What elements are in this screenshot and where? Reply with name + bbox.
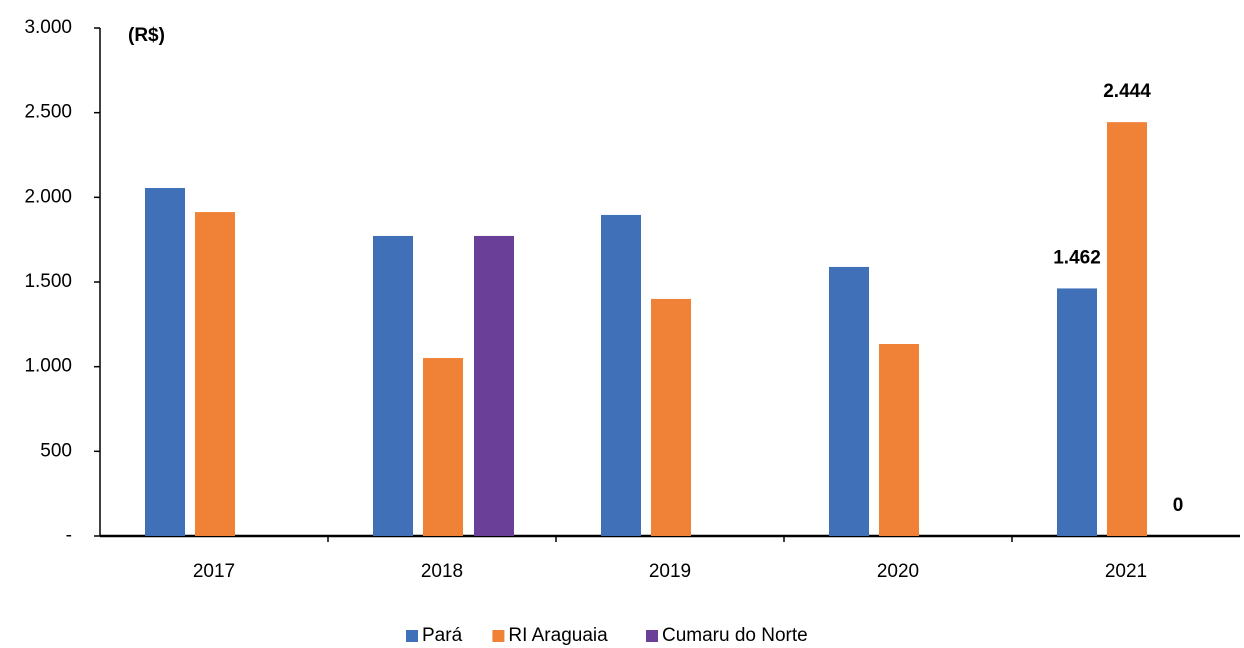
y-tick-label: 2.000: [24, 186, 72, 207]
bar: [195, 212, 235, 536]
bar: [879, 343, 919, 536]
x-tick-label: 2021: [1105, 561, 1147, 582]
bar: [373, 235, 413, 536]
bar: [145, 188, 185, 536]
data-label: 0: [1173, 495, 1184, 516]
bar: [474, 235, 514, 536]
legend-swatch: [406, 630, 418, 642]
y-tick-label: 3.000: [24, 17, 72, 38]
bar: [1107, 122, 1147, 537]
legend-swatch: [646, 630, 658, 642]
bar: [829, 266, 869, 536]
x-tick-label: 2019: [649, 561, 691, 582]
legend-label: Pará: [422, 625, 463, 646]
x-tick-label: 2018: [421, 561, 463, 582]
legend-swatch: [492, 630, 505, 642]
x-tick-label: 2020: [877, 561, 919, 582]
legend-label: Cumaru do Norte: [662, 625, 808, 646]
y-tick-label: 1.500: [24, 271, 72, 292]
bar: [423, 358, 463, 536]
legend-label: RI Araguaia: [508, 625, 608, 646]
y-tick-label: 2.500: [24, 102, 72, 123]
data-label: 1.462: [1053, 247, 1101, 268]
y-axis-label: (R$): [128, 25, 165, 46]
y-tick-label: -: [66, 525, 72, 546]
bar: [651, 298, 691, 536]
data-label: 2.444: [1103, 81, 1151, 102]
bar: [601, 214, 641, 536]
y-tick-label: 500: [40, 440, 72, 461]
bar: [1057, 288, 1097, 536]
x-tick-label: 2017: [193, 561, 235, 582]
y-tick-label: 1.000: [24, 356, 72, 377]
